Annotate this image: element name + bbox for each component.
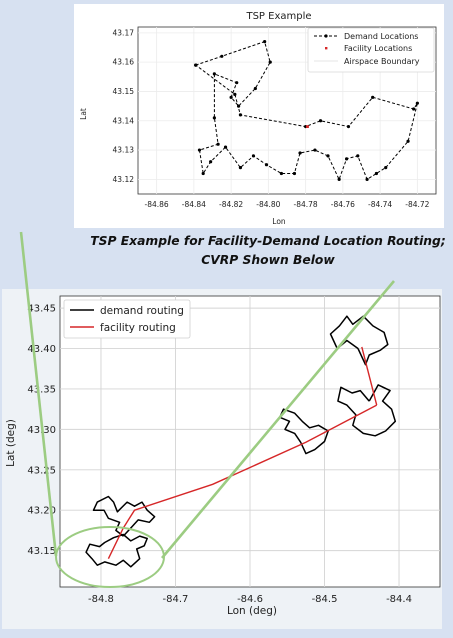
tsp-y-tick-label: 43.12 (113, 175, 135, 184)
tsp-demand-point (194, 63, 198, 67)
tsp-demand-point (298, 151, 302, 155)
tsp-demand-point (371, 95, 375, 99)
tsp-demand-point (356, 154, 360, 158)
tsp-y-label: Lat (79, 108, 88, 120)
tsp-demand-point (264, 163, 269, 167)
cvrp-y-tick-label: 43.45 (27, 304, 56, 315)
tsp-demand-point (365, 177, 369, 181)
tsp-demand-point (292, 171, 297, 176)
cvrp-legend-facility-label: facility routing (100, 322, 176, 334)
cvrp-y-tick-label: 43.25 (27, 465, 56, 476)
tsp-x-tick-label: -84.72 (405, 200, 429, 209)
tsp-demand-point (197, 148, 202, 152)
tsp-demand-point (233, 92, 237, 96)
tsp-legend-facility-label: Facility Locations (344, 44, 412, 53)
tsp-demand-point (236, 104, 241, 108)
cvrp-y-tick-label: 43.15 (27, 546, 56, 557)
cvrp-y-tick-label: 43.35 (27, 384, 56, 395)
tsp-legend-box (307, 27, 435, 73)
tsp-demand-point (345, 157, 349, 161)
cvrp-y-tick-label: 43.30 (27, 425, 56, 436)
tsp-demand-point (326, 154, 330, 158)
tsp-demand-point (223, 145, 228, 149)
tsp-title: TSP Example (245, 11, 311, 22)
caption-line-2: CVRP Shown Below (201, 253, 335, 267)
tsp-y-tick-label: 43.17 (113, 28, 135, 37)
cvrp-x-tick-label: -84.4 (386, 594, 412, 605)
tsp-demand-point (251, 154, 256, 158)
cvrp-x-tick-label: -84.8 (88, 594, 114, 605)
tsp-demand-point (263, 40, 267, 44)
tsp-x-tick-label: -84.74 (368, 200, 392, 209)
tsp-legend-demand-label: Demand Locations (344, 32, 418, 41)
tsp-demand-point (216, 142, 220, 146)
tsp-legend: Demand Locations Facility Locations Airs… (307, 27, 435, 73)
tsp-demand-point (212, 116, 216, 120)
cvrp-x-tick-label: -84.6 (237, 594, 263, 605)
cvrp-y-label: Lat (deg) (5, 419, 17, 467)
tsp-legend-demand-marker (324, 34, 328, 38)
tsp-grid (138, 27, 436, 194)
tsp-facility-point (306, 125, 309, 129)
tsp-legend-boundary-label: Airspace Boundary (344, 57, 420, 66)
tsp-y-tick-label: 43.14 (113, 116, 135, 125)
cvrp-x-tick-label: -84.5 (312, 594, 338, 605)
tsp-demand-point (412, 107, 416, 111)
tsp-demand-point (279, 171, 284, 176)
caption-line-1: TSP Example for Facility-Demand Location… (90, 234, 446, 248)
tsp-ticks: -84.86 -84.84 -84.82 -84.80 -84.78 -84.76 -84.… (113, 28, 430, 209)
tsp-x-tick-label: -84.78 (294, 200, 318, 209)
tsp-y-tick-label: 43.13 (113, 146, 135, 155)
tsp-demand-point (268, 60, 272, 64)
tsp-x-tick-label: -84.86 (145, 200, 169, 209)
tsp-series (194, 40, 419, 181)
cvrp-x-tick-label: -84.7 (163, 594, 189, 605)
tsp-demand-point (384, 166, 388, 170)
tsp-x-tick-label: -84.76 (331, 200, 355, 209)
tsp-demand-point (346, 125, 351, 129)
tsp-x-tick-label: -84.84 (182, 200, 206, 209)
tsp-y-tick-label: 43.15 (113, 87, 135, 96)
tsp-demand-point (374, 171, 378, 176)
tsp-demand-point (209, 160, 213, 164)
cvrp-y-tick-label: 43.20 (27, 506, 56, 517)
tsp-demand-point (406, 139, 410, 143)
cvrp-figure: -84.8 -84.7 -84.6 -84.5 -84.4 43.15 43.20 43.25… (2, 289, 442, 629)
tsp-demand-point (415, 101, 419, 105)
tsp-demand-point (235, 81, 239, 85)
tsp-demand-point (238, 166, 243, 170)
cvrp-demand-route-1 (92, 495, 156, 537)
tsp-demand-point (318, 119, 323, 123)
tsp-legend-facility-marker (325, 47, 328, 50)
cvrp-legend-demand-label: demand routing (100, 305, 184, 317)
tsp-x-tick-label: -84.80 (256, 200, 280, 209)
cvrp-legend: demand routing facility routing (63, 299, 191, 339)
tsp-y-tick-label: 43.16 (113, 58, 135, 67)
tsp-demand-point (313, 148, 317, 152)
tsp-demand-point (212, 72, 216, 76)
tsp-x-tick-label: -84.82 (219, 200, 243, 209)
tsp-x-label: Lon (272, 217, 286, 226)
tsp-demand-point (253, 86, 257, 91)
tsp-demand-point (201, 171, 205, 176)
tsp-figure: TSP Example -84.86 -84.84 -84.82 -84.80 -84.… (74, 4, 444, 228)
tsp-demand-point (238, 113, 243, 117)
tsp-chart: TSP Example -84.86 -84.84 -84.82 -84.80 -84.… (79, 11, 437, 226)
cvrp-y-tick-label: 43.40 (27, 344, 56, 355)
cvrp-chart: -84.8 -84.7 -84.6 -84.5 -84.4 43.15 43.20 43.25… (5, 295, 441, 617)
tsp-demand-point (220, 54, 224, 58)
figure-caption: TSP Example for Facility-Demand Location… (88, 232, 448, 270)
cvrp-x-label: Lon (deg) (227, 605, 277, 617)
tsp-demand-point (229, 95, 233, 99)
tsp-demand-point (337, 177, 341, 181)
